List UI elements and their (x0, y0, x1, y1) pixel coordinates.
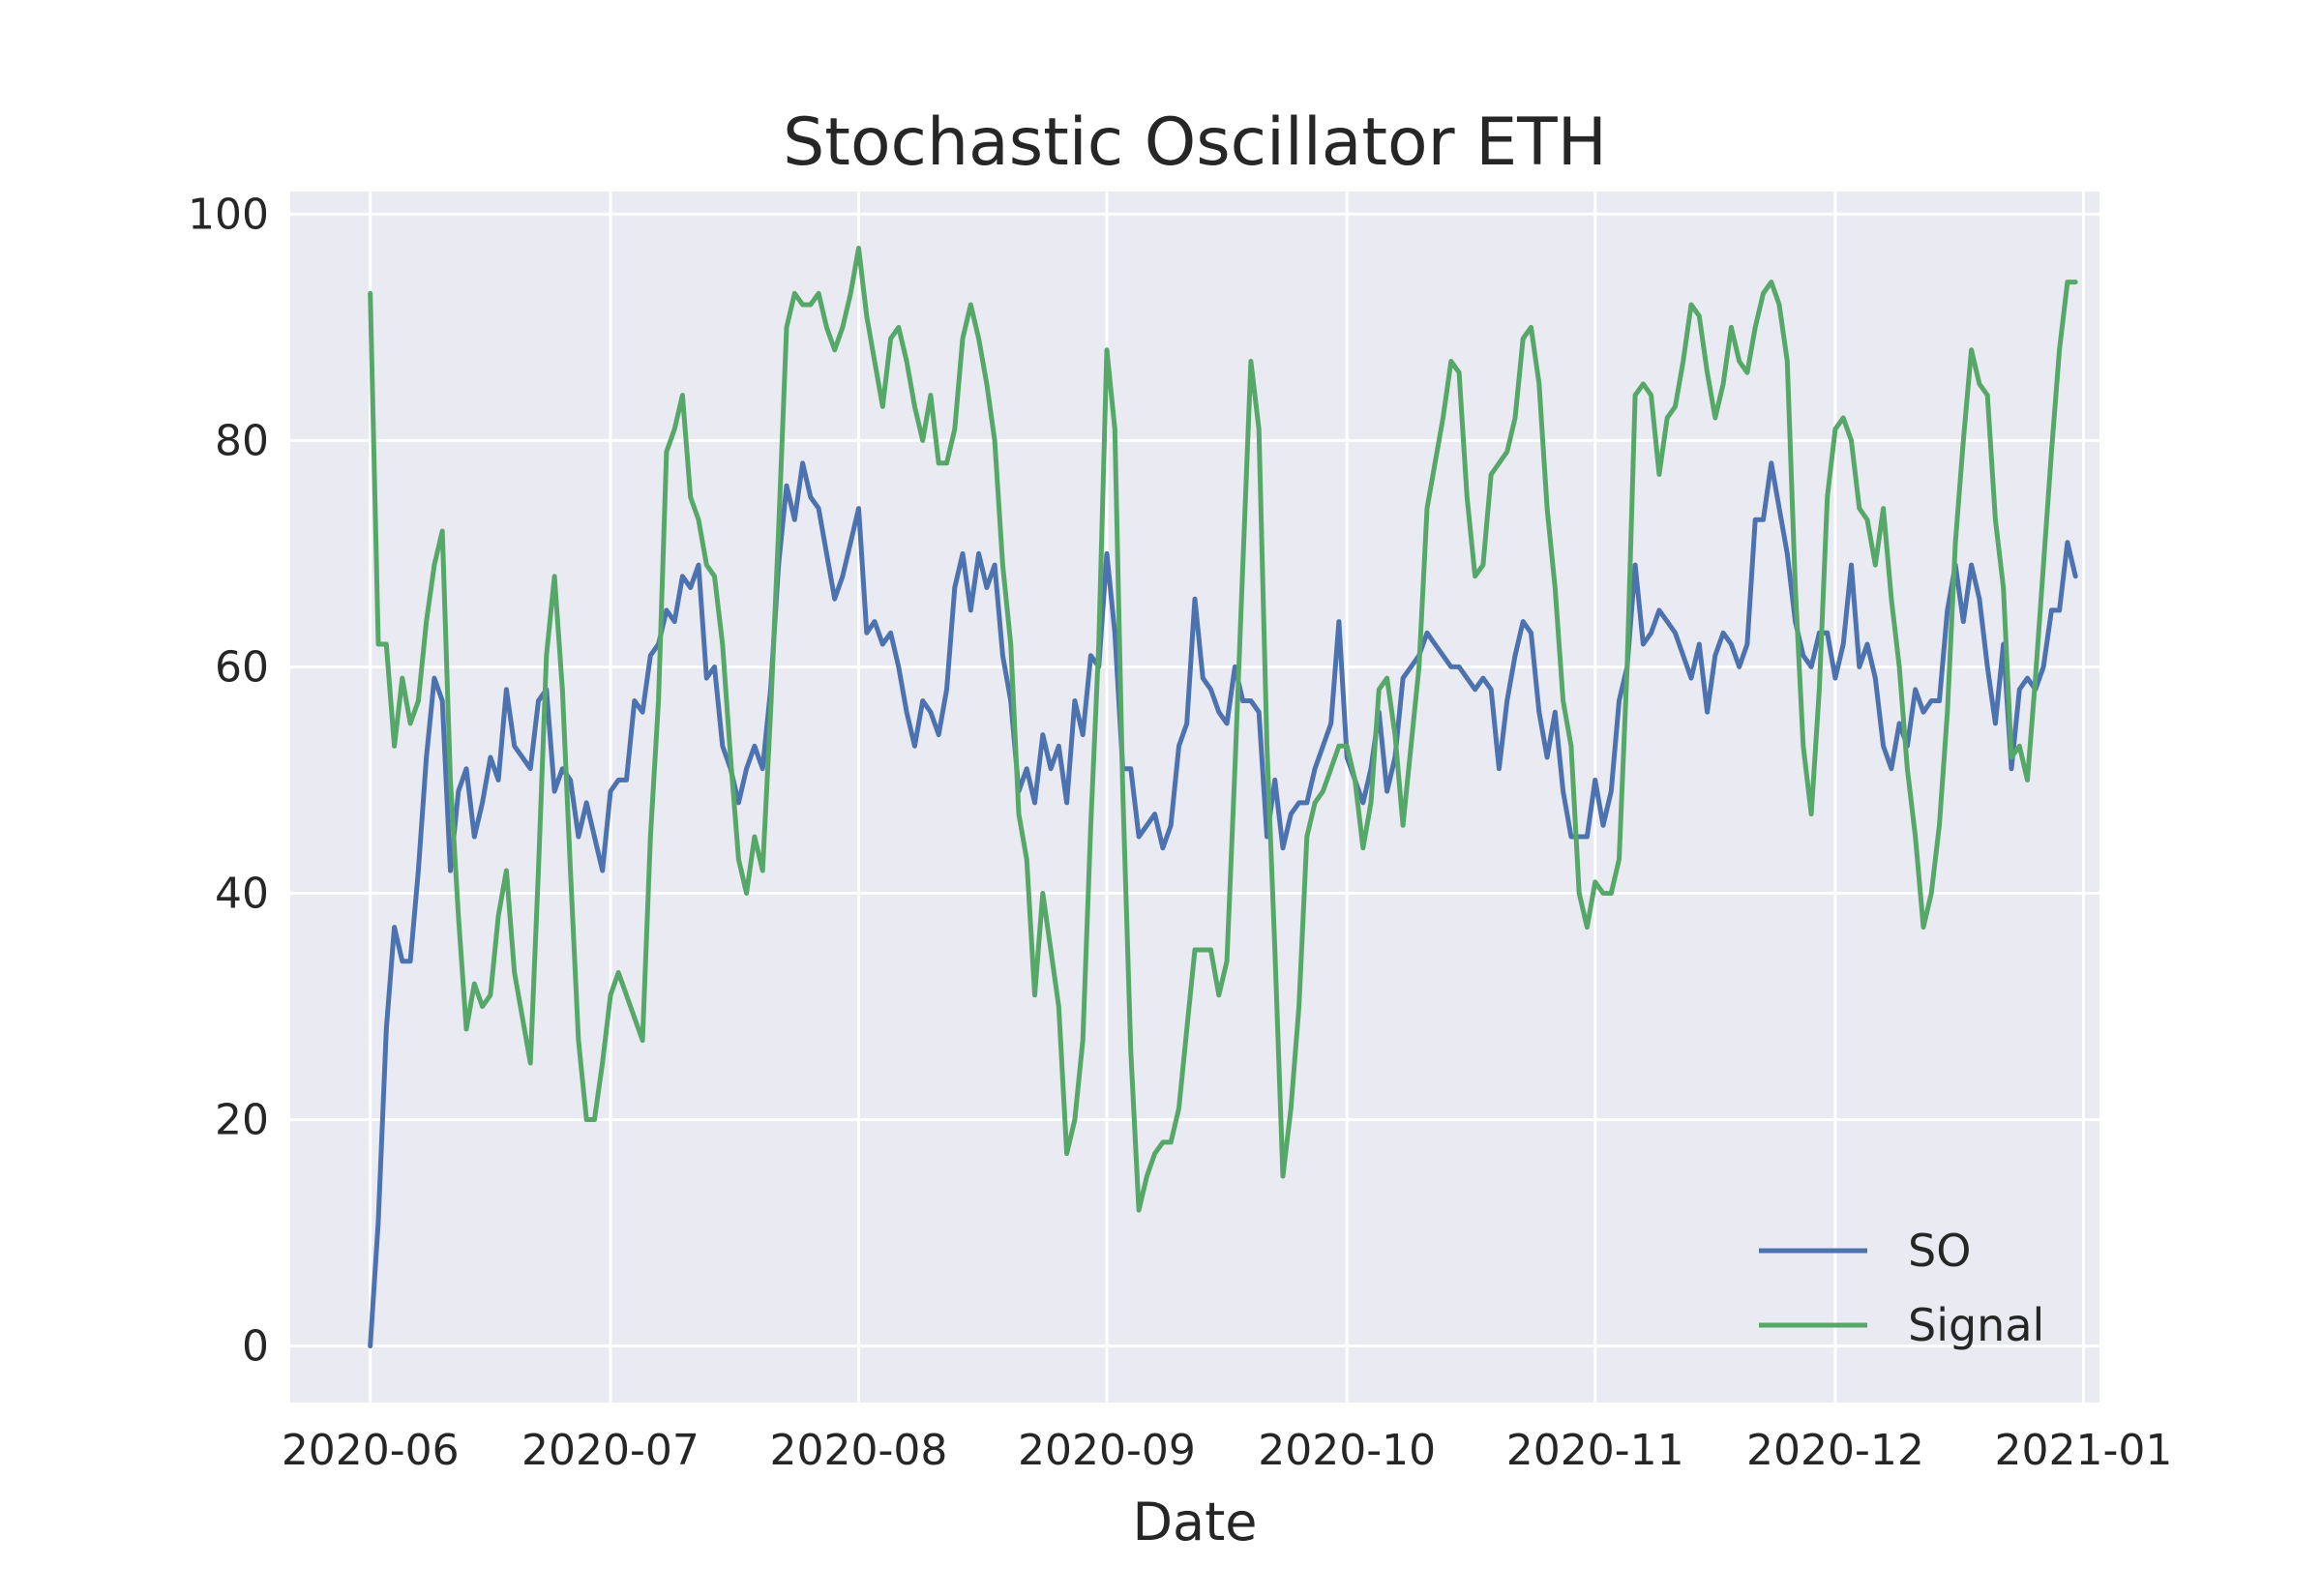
legend: SO Signal (1759, 1225, 2044, 1351)
y-tick-label: 80 (215, 416, 269, 465)
chart-title: Stochastic Oscillator ETH (783, 104, 1607, 181)
series-line-so (368, 460, 2078, 1348)
x-tick-label: 2020-10 (1258, 1426, 1436, 1475)
y-tick-label: 100 (188, 190, 269, 239)
series-line-signal (368, 246, 2078, 1213)
x-tick-label: 2020-11 (1506, 1426, 1684, 1475)
x-tick-label: 2020-07 (521, 1426, 700, 1475)
x-tick-label: 2020-08 (770, 1426, 948, 1475)
y-tick-label: 40 (215, 869, 269, 918)
legend-label-so: SO (1908, 1225, 1971, 1277)
x-tick-label: 2020-12 (1746, 1426, 1924, 1475)
plot-area (290, 192, 2099, 1403)
x-tick-label: 2020-09 (1018, 1426, 1196, 1475)
x-axis-ticks: 2020-06 2020-07 2020-08 2020-09 2020-10 2020-… (282, 1426, 2173, 1475)
series-lines (368, 246, 2078, 1348)
x-tick-label: 2021-01 (1995, 1426, 2173, 1475)
y-tick-label: 60 (215, 642, 269, 692)
x-tick-label: 2020-06 (282, 1426, 460, 1475)
gridlines (290, 192, 2099, 1403)
y-tick-label: 20 (215, 1095, 269, 1144)
x-axis-label: Date (1132, 1492, 1257, 1552)
y-tick-label: 0 (242, 1321, 269, 1371)
y-axis-ticks: 0 20 40 60 80 100 (188, 190, 269, 1371)
legend-label-signal: Signal (1908, 1299, 2044, 1351)
